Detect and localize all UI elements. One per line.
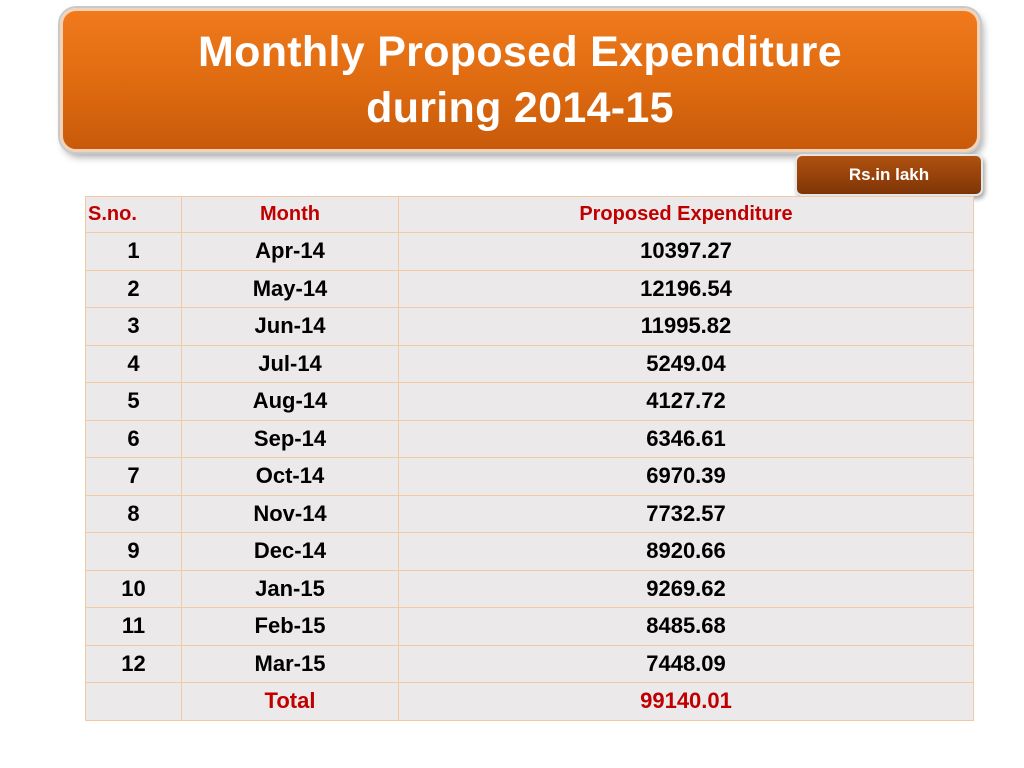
cell-value: 7732.57: [398, 494, 974, 533]
page-title-line-1: Monthly Proposed Expenditure: [198, 28, 842, 76]
cell-value: 5249.04: [398, 344, 974, 383]
cell-sno: 2: [85, 269, 182, 308]
table-row: 9 Dec-14 8920.66: [85, 532, 974, 571]
cell-sno: 12: [85, 644, 182, 683]
table-row: 3 Jun-14 11995.82: [85, 307, 974, 346]
table-row: 4 Jul-14 5249.04: [85, 344, 974, 383]
cell-month: Aug-14: [181, 382, 399, 421]
table-row: 12 Mar-15 7448.09: [85, 644, 974, 683]
table-row: 6 Sep-14 6346.61: [85, 419, 974, 458]
total-empty-cell: [85, 682, 182, 721]
cell-month: Nov-14: [181, 494, 399, 533]
cell-month: Dec-14: [181, 532, 399, 571]
table-row: 10 Jan-15 9269.62: [85, 569, 974, 608]
table-header-row: S.no. Month Proposed Expenditure: [85, 196, 974, 233]
cell-month: Sep-14: [181, 419, 399, 458]
title-banner: Monthly Proposed Expenditure during 2014…: [60, 8, 980, 152]
cell-sno: 6: [85, 419, 182, 458]
cell-value: 10397.27: [398, 232, 974, 271]
cell-sno: 5: [85, 382, 182, 421]
cell-month: Jul-14: [181, 344, 399, 383]
cell-month: May-14: [181, 269, 399, 308]
cell-month: Feb-15: [181, 607, 399, 646]
cell-sno: 11: [85, 607, 182, 646]
cell-month: Jun-14: [181, 307, 399, 346]
page-title-line-2: during 2014-15: [366, 84, 674, 132]
cell-sno: 7: [85, 457, 182, 496]
total-row: Total 99140.01: [85, 682, 974, 721]
table-row: 2 May-14 12196.54: [85, 269, 974, 308]
header-month: Month: [181, 196, 399, 233]
cell-month: Oct-14: [181, 457, 399, 496]
expenditure-table: S.no. Month Proposed Expenditure 1 Apr-1…: [85, 196, 974, 721]
table-row: 11 Feb-15 8485.68: [85, 607, 974, 646]
cell-month: Jan-15: [181, 569, 399, 608]
unit-badge: Rs.in lakh: [795, 154, 983, 196]
cell-month: Apr-14: [181, 232, 399, 271]
cell-sno: 8: [85, 494, 182, 533]
table-row: 7 Oct-14 6970.39: [85, 457, 974, 496]
total-value: 99140.01: [398, 682, 974, 721]
cell-sno: 1: [85, 232, 182, 271]
cell-value: 8920.66: [398, 532, 974, 571]
cell-value: 11995.82: [398, 307, 974, 346]
cell-value: 6346.61: [398, 419, 974, 458]
cell-value: 4127.72: [398, 382, 974, 421]
cell-value: 12196.54: [398, 269, 974, 308]
header-expenditure: Proposed Expenditure: [398, 196, 974, 233]
cell-value: 7448.09: [398, 644, 974, 683]
cell-value: 8485.68: [398, 607, 974, 646]
table-row: 8 Nov-14 7732.57: [85, 494, 974, 533]
cell-sno: 4: [85, 344, 182, 383]
cell-sno: 10: [85, 569, 182, 608]
header-sno: S.no.: [85, 196, 182, 233]
cell-value: 6970.39: [398, 457, 974, 496]
cell-sno: 3: [85, 307, 182, 346]
cell-value: 9269.62: [398, 569, 974, 608]
table-row: 5 Aug-14 4127.72: [85, 382, 974, 421]
cell-month: Mar-15: [181, 644, 399, 683]
table-row: 1 Apr-14 10397.27: [85, 232, 974, 271]
total-label: Total: [181, 682, 399, 721]
cell-sno: 9: [85, 532, 182, 571]
